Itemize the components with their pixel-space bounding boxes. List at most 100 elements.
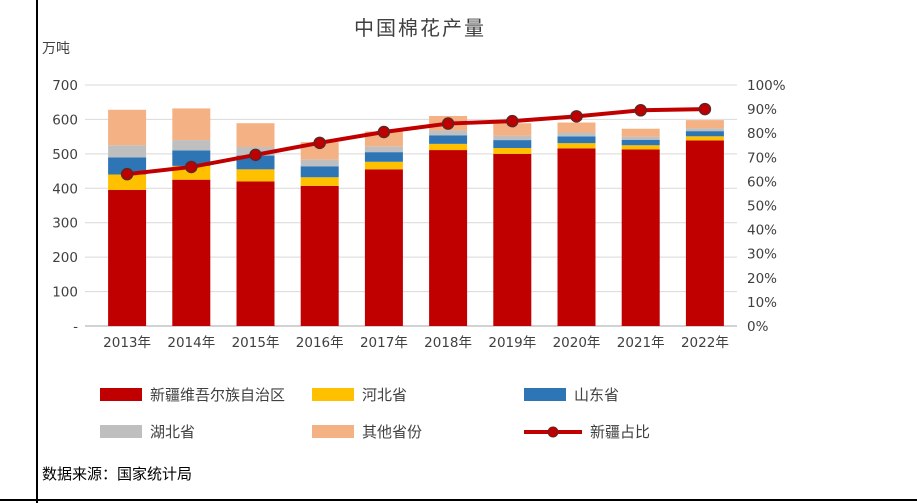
x-tick-label: 2022年	[681, 335, 729, 351]
data-source: 数据来源：国家统计局	[42, 465, 193, 483]
legend-item: 河北省	[312, 384, 524, 405]
bar-segment	[685, 140, 724, 326]
share-line-marker	[249, 148, 262, 162]
bar-segment	[364, 146, 403, 153]
share-line-marker	[634, 104, 647, 117]
legend-item: 湖北省	[100, 421, 312, 442]
legend-color-swatch	[312, 388, 354, 401]
share-line-marker	[313, 136, 326, 150]
legend-label: 河北省	[362, 386, 408, 404]
legend-label: 新疆维吾尔族自治区	[150, 386, 286, 404]
bar-segment	[493, 148, 532, 154]
share-line-marker	[120, 167, 134, 181]
bar-segment	[172, 179, 211, 326]
bar-segment	[557, 122, 596, 133]
bar-segment	[429, 150, 468, 326]
legend-item: 新疆占比	[524, 421, 740, 442]
bar-segment	[108, 190, 147, 326]
bar-segment	[364, 152, 403, 162]
y-left-tick-label: 300	[52, 216, 78, 232]
x-tick-label: 2019年	[488, 335, 536, 351]
y-right-tick-label: 100%	[747, 78, 786, 94]
y-right-tick-label: 80%	[747, 126, 777, 142]
legend-line-marker	[547, 426, 559, 437]
y-right-tick-label: 20%	[747, 271, 777, 287]
bar-segment	[685, 131, 724, 137]
bar-segment	[236, 155, 275, 170]
bar-segment	[300, 185, 339, 326]
bar-segment	[493, 140, 532, 149]
legend-label: 新疆占比	[590, 423, 651, 441]
y-left-tick-label: 400	[52, 181, 78, 197]
bar-segment	[108, 109, 147, 146]
bar-segment	[236, 181, 275, 326]
share-line	[126, 107, 705, 177]
bar-segment	[429, 130, 468, 136]
legend-line-swatch	[524, 425, 582, 438]
bar-segment	[685, 136, 724, 141]
y-left-tick-label: -	[73, 319, 78, 335]
bar-segment	[621, 139, 660, 146]
y-left-tick-label: 200	[52, 250, 78, 266]
bar-segment	[557, 136, 596, 144]
y-left-tick-label: 700	[52, 78, 78, 94]
x-tick-label: 2021年	[617, 335, 665, 351]
share-line-marker	[377, 125, 391, 139]
chart-title: 中国棉花产量	[354, 16, 486, 40]
bar-segment	[493, 135, 532, 141]
x-tick-label: 2015年	[232, 335, 280, 351]
bar-segment	[685, 120, 724, 129]
legend-item: 新疆维吾尔族自治区	[100, 384, 312, 405]
bar-segment	[429, 143, 468, 151]
table-border-left	[36, 0, 38, 503]
bar-segment	[172, 140, 211, 151]
bar-segment	[621, 145, 660, 150]
bar-segment	[429, 135, 468, 144]
bar-segment	[108, 174, 147, 191]
share-line-marker	[441, 117, 455, 130]
share-line-marker	[698, 102, 712, 116]
y-right-tick-label: 10%	[747, 295, 777, 311]
bar-segment	[172, 150, 211, 166]
share-line-marker	[506, 114, 519, 128]
y-right-tick-label: 70%	[747, 150, 777, 166]
bar-segment	[236, 123, 275, 147]
x-tick-label: 2020年	[553, 335, 601, 351]
legend-label: 湖北省	[150, 423, 196, 441]
legend-item: 其他省份	[312, 421, 524, 442]
y-right-tick-label: 90%	[747, 102, 777, 118]
bar-segment	[364, 161, 403, 170]
legend-color-swatch	[100, 388, 142, 401]
bar-segment	[172, 108, 211, 141]
bar-segment	[493, 153, 532, 326]
bar-segment	[300, 159, 339, 167]
legend-color-swatch	[100, 425, 142, 438]
share-line-marker	[570, 110, 583, 123]
y-right-tick-label: 0%	[747, 319, 769, 335]
bar-segment	[557, 148, 596, 326]
y-left-tick-label: 500	[52, 147, 78, 163]
table-border-bottom	[0, 499, 917, 501]
bar-segment	[300, 177, 339, 186]
y-right-tick-label: 50%	[747, 199, 777, 215]
x-tick-label: 2014年	[167, 335, 215, 351]
y-left-tick-label: 600	[52, 112, 78, 128]
y-right-tick-label: 60%	[747, 174, 777, 190]
y-right-tick-label: 30%	[747, 247, 777, 263]
share-line-marker	[185, 160, 198, 174]
x-tick-label: 2016年	[296, 335, 344, 351]
legend-label: 其他省份	[362, 423, 423, 441]
legend-color-swatch	[312, 425, 354, 438]
bar-segment	[300, 166, 339, 178]
bar-segment	[557, 132, 596, 137]
bar-segment	[108, 157, 147, 175]
bar-segment	[236, 169, 275, 182]
bar-segment	[621, 136, 660, 140]
x-tick-label: 2018年	[424, 335, 472, 351]
y-left-tick-label: 100	[52, 285, 78, 301]
legend-label: 山东省	[574, 386, 620, 404]
chart-legend: 新疆维吾尔族自治区 河北省 山东省湖北省 其他省份 新疆占比	[100, 384, 740, 442]
bar-segment	[493, 123, 532, 136]
